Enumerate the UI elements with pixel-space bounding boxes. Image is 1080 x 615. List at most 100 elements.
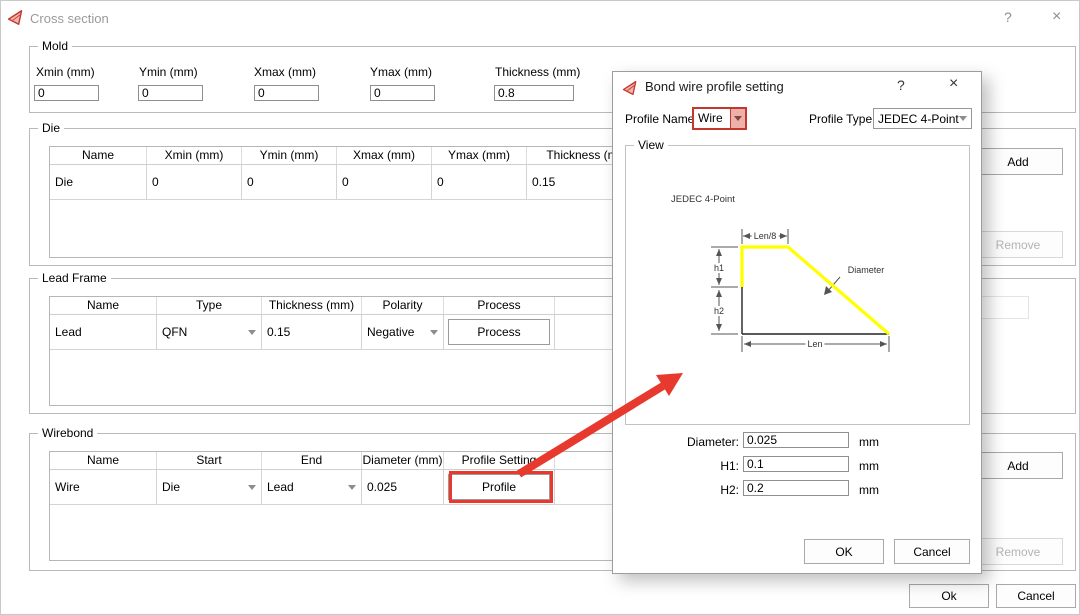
dropdown-arrow-icon [730, 109, 745, 128]
h1-field-label: H1: [720, 459, 739, 473]
column-header: Profile Setting [444, 452, 555, 469]
mold-ymax-label: Ymax (mm) [370, 65, 432, 79]
wirebond-end-dropdown[interactable]: Lead [262, 470, 362, 504]
profile-button[interactable]: Profile [448, 474, 550, 500]
leadframe-polarity-value: Negative [367, 325, 415, 339]
h1-dimension-label: h1 [711, 263, 727, 273]
die-cell-xmin[interactable]: 0 [147, 165, 242, 199]
wirebond-cell-name[interactable]: Wire [50, 470, 157, 504]
help-button[interactable]: ? [1004, 9, 1012, 25]
profile-name-label: Profile Name [625, 112, 695, 126]
die-table-header: Name Xmin (mm) Ymin (mm) Xmax (mm) Ymax … [50, 147, 955, 165]
mold-xmax-label: Xmax (mm) [254, 65, 316, 79]
process-button[interactable]: Process [448, 319, 550, 345]
view-group: View [625, 138, 970, 425]
wirebond-start-value: Die [162, 480, 181, 494]
die-cell-ymax[interactable]: 0 [432, 165, 527, 199]
column-header: Xmax (mm) [337, 147, 432, 164]
wirebond-group-label: Wirebond [38, 426, 98, 440]
mold-group-label: Mold [38, 39, 73, 53]
ok-button[interactable]: Ok [909, 584, 989, 608]
profile-type-value: JEDEC 4-Point [878, 111, 959, 126]
die-cell-name[interactable]: Die [50, 165, 147, 199]
wirebond-profile-cell: Profile [444, 470, 555, 504]
leadframe-polarity-dropdown[interactable]: Negative [362, 315, 444, 349]
column-header: Ymin (mm) [242, 147, 337, 164]
cancel-button[interactable]: Cancel [996, 584, 1076, 608]
dropdown-arrow-icon [248, 484, 256, 490]
leadframe-cell-name[interactable]: Lead [50, 315, 157, 349]
dialog-close-icon[interactable]: × [949, 75, 959, 92]
column-header: Ymax (mm) [432, 147, 527, 164]
h1-unit-label: mm [859, 459, 879, 473]
diameter-unit-label: mm [859, 435, 879, 449]
mold-thickness-label: Thickness (mm) [495, 65, 581, 79]
dialog-cancel-button[interactable]: Cancel [894, 539, 970, 564]
leadframe-table-row: Lead QFN 0.15 Negative Process [50, 315, 955, 350]
leadframe-type-value: QFN [162, 325, 188, 339]
view-group-label: View [634, 138, 668, 152]
column-header: Thickness (mm) [262, 297, 362, 314]
dropdown-arrow-icon [348, 484, 356, 490]
mold-ymin-input[interactable] [138, 85, 203, 101]
app-logo-icon [7, 9, 24, 26]
die-remove-button[interactable]: Remove [973, 231, 1063, 258]
dialog-ok-button[interactable]: OK [804, 539, 884, 564]
mold-group: Mold [29, 39, 1076, 113]
column-header: Name [50, 297, 157, 314]
dialog-title: Bond wire profile setting [645, 79, 784, 94]
wire-profile-diagram [711, 229, 891, 352]
column-header: Polarity [362, 297, 444, 314]
dialog-help-button[interactable]: ? [897, 77, 905, 93]
diameter-field-label: Diameter: [686, 435, 739, 449]
column-header: Name [50, 147, 147, 164]
dropdown-arrow-icon [430, 329, 438, 335]
dropdown-arrow-icon [248, 329, 256, 335]
mold-thickness-input[interactable] [494, 85, 574, 101]
h1-input[interactable] [743, 456, 849, 472]
column-header: Name [50, 452, 157, 469]
diameter-annotation-label: Diameter [847, 265, 885, 275]
h2-input[interactable] [743, 480, 849, 496]
die-cell-ymin[interactable]: 0 [242, 165, 337, 199]
wirebond-end-value: Lead [267, 480, 294, 494]
leadframe-type-dropdown[interactable]: QFN [157, 315, 262, 349]
leadframe-table-header: Name Type Thickness (mm) Polarity Proces… [50, 297, 955, 315]
mold-xmin-input[interactable] [34, 85, 99, 101]
leadframe-cell-thickness[interactable]: 0.15 [262, 315, 362, 349]
leadframe-process-cell: Process [444, 315, 555, 349]
profile-name-combo[interactable]: Wire [692, 107, 747, 130]
die-table-row: Die 0 0 0 0 0.15 [50, 165, 955, 200]
dropdown-arrow-icon [959, 116, 967, 121]
wirebond-add-button[interactable]: Add [973, 452, 1063, 479]
column-header: Xmin (mm) [147, 147, 242, 164]
wirebond-start-dropdown[interactable]: Die [157, 470, 262, 504]
column-header: End [262, 452, 362, 469]
wirebond-cell-diameter[interactable]: 0.025 [362, 470, 444, 504]
bond-wire-profile-dialog: Bond wire profile setting ? × Profile Na… [612, 71, 982, 574]
profile-type-label: Profile Type: [809, 112, 876, 126]
close-icon[interactable]: × [1052, 8, 1062, 25]
h2-unit-label: mm [859, 483, 879, 497]
profile-name-value: Wire [698, 111, 723, 125]
die-group-label: Die [38, 121, 65, 135]
mold-ymax-input[interactable] [370, 85, 435, 101]
wirebond-remove-button[interactable]: Remove [973, 538, 1063, 565]
leadframe-group-label: Lead Frame [38, 271, 111, 285]
len-dimension-label: Len [805, 339, 825, 349]
profile-type-combo[interactable]: JEDEC 4-Point [873, 108, 972, 129]
die-group: Die [29, 121, 1076, 266]
dialog-logo-icon [622, 80, 638, 96]
column-header: Diameter (mm) [362, 452, 444, 469]
mold-xmax-input[interactable] [254, 85, 319, 101]
die-add-button[interactable]: Add [973, 148, 1063, 175]
die-cell-xmax[interactable]: 0 [337, 165, 432, 199]
mold-xmin-label: Xmin (mm) [36, 65, 95, 79]
diameter-input[interactable] [743, 432, 849, 448]
h2-dimension-label: h2 [711, 306, 727, 316]
column-header: Process [444, 297, 555, 314]
diagram-title: JEDEC 4-Point [671, 194, 735, 205]
len8-dimension-label: Len/8 [751, 231, 779, 241]
column-header: Type [157, 297, 262, 314]
